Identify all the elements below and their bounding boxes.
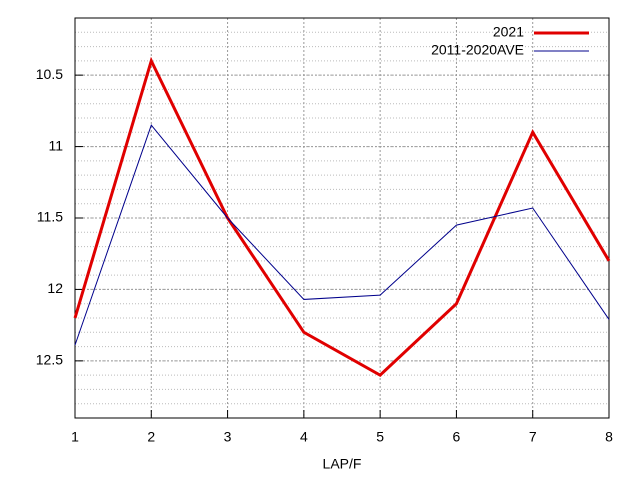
x-tick-label: 5: [376, 429, 384, 445]
legend-label: 2011-2020AVE: [431, 42, 524, 58]
y-tick-label: 10.5: [36, 66, 63, 82]
x-axis-label: LAP/F: [323, 456, 362, 472]
series-line: [74, 124, 610, 346]
x-tick-label: 7: [529, 429, 537, 445]
series-line: [73, 56, 611, 377]
x-tick-label: 8: [605, 429, 613, 445]
x-tick-label: 1: [71, 429, 79, 445]
y-tick-label: 12.5: [36, 352, 63, 368]
x-tick-label: 2: [147, 429, 155, 445]
legend-label: 2021: [493, 24, 524, 40]
y-tick-label: 11.5: [37, 209, 63, 225]
x-tick-label: 6: [453, 429, 461, 445]
y-tick-label: 12: [47, 280, 63, 296]
x-tick-label: 4: [300, 429, 308, 445]
plot-border: [74, 17, 610, 419]
y-tick-label: 11: [48, 137, 63, 153]
x-tick-label: 3: [224, 429, 232, 445]
